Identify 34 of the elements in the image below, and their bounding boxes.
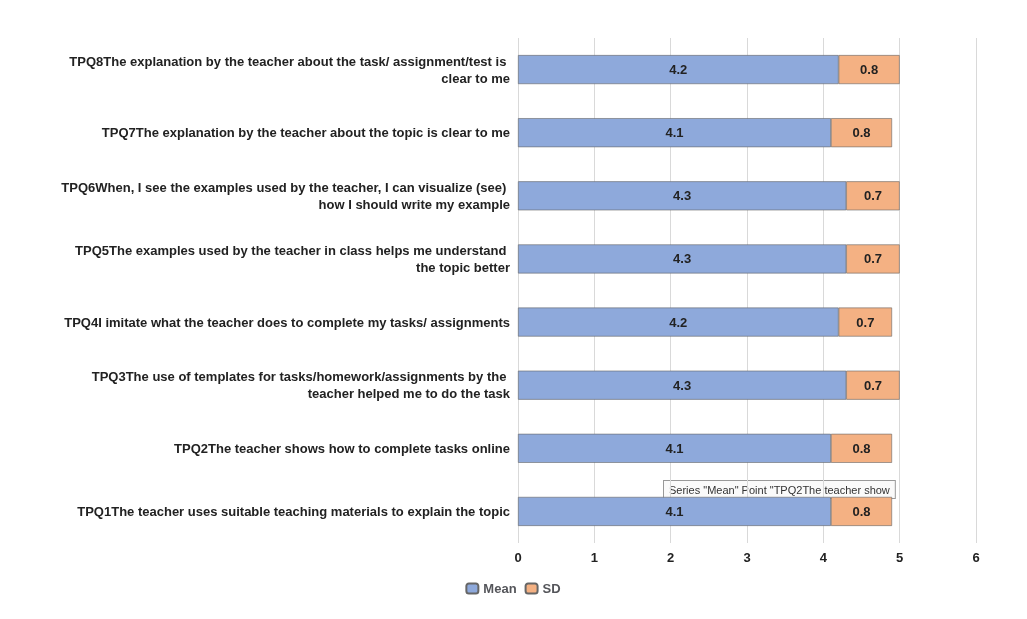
data-label: 4.2 <box>669 62 688 78</box>
data-label: 0.8 <box>852 503 871 519</box>
legend-label: SD <box>542 581 561 596</box>
data-label: 0.8 <box>852 125 871 141</box>
y-tick-label: TPQ4I imitate what the teacher does to complete my tasks/ assignments <box>64 314 510 330</box>
y-tick-label: TPQ7The explanation by the teacher about the topic is clear to me <box>101 125 510 141</box>
data-label: 0.8 <box>860 62 879 78</box>
x-tick-label: 3 <box>743 550 751 565</box>
y-tick-label: TPQ2The teacher shows how to complete tasks online <box>174 440 510 456</box>
data-label: 0.7 <box>856 314 875 330</box>
data-label: 0.7 <box>863 251 882 267</box>
data-label: 4.1 <box>665 503 684 519</box>
legend-label: Mean <box>483 581 517 596</box>
annotation: Series "Mean" Point "TPQ2The teacher show <box>669 483 890 496</box>
data-label: 0.8 <box>852 440 871 456</box>
y-tick-label: TPQ8The explanation by the teacher about the task/ assignment/test is clear to me <box>69 53 510 86</box>
x-tick-label: 5 <box>896 550 904 565</box>
data-label: 0.7 <box>863 188 882 204</box>
y-tick-label: TPQ6When, I see the examples used by the teacher, I can visualize (see) how I should write my example <box>61 179 510 212</box>
x-tick-label: 1 <box>590 550 598 565</box>
data-label: 4.3 <box>673 377 692 393</box>
data-label: 0.7 <box>863 377 882 393</box>
data-label: 4.3 <box>673 188 692 204</box>
y-tick-label: TPQ3The use of templates for tasks/homework/assignments by the teacher helped me to do the task <box>91 369 511 402</box>
x-tick-label: 2 <box>667 550 675 565</box>
x-tick-label: 4 <box>819 550 828 565</box>
x-tick-label: 0 <box>514 550 522 565</box>
x-tick-label: 6 <box>972 550 980 565</box>
y-tick-label: TPQ5The examples used by the teacher in class helps me understand the topic better <box>75 242 510 275</box>
data-label: 4.3 <box>673 251 692 267</box>
data-label: 4.2 <box>669 314 688 330</box>
data-label: 4.1 <box>665 440 684 456</box>
data-label: 4.1 <box>665 125 684 141</box>
y-tick-label: TPQ1The teacher uses suitable teaching materials to explain the topic <box>77 503 510 519</box>
